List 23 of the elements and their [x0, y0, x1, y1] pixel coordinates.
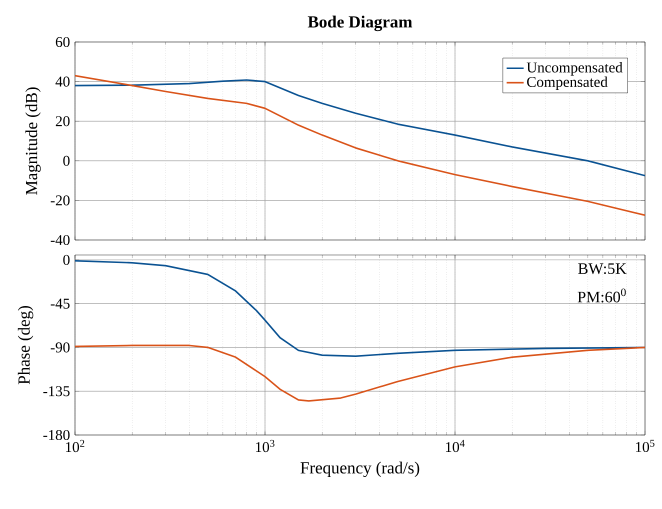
x-tick-label: 10$^{3}$: [256, 440, 274, 452]
annotation: PM:60$^{0}$: [578, 288, 626, 302]
y-tick-label: -45: [50, 298, 70, 309]
x-tick-label: 10$^{4}$: [446, 440, 465, 452]
x-tick-label: 10$^{5}$: [636, 440, 654, 452]
annotation: BW:5K: [578, 263, 627, 274]
y-tick-label: 0: [63, 254, 70, 265]
y-tick-label: -90: [50, 342, 70, 352]
x-tick-label: 10$^{2}$: [66, 440, 84, 452]
legend-label: Uncompensated: [526, 62, 623, 76]
y-axis-title: Phase (deg): [18, 306, 34, 384]
y-tick-label: 40: [56, 76, 70, 87]
y-tick-label: -135: [43, 386, 70, 396]
y-tick-label: -40: [50, 234, 70, 246]
y-tick-label: 20: [56, 116, 70, 126]
y-tick-label: -20: [50, 195, 70, 206]
y-tick-label: 0: [63, 156, 70, 166]
legend-label: Compensated: [527, 76, 608, 90]
x-axis-title: Frequency (rad/s): [300, 462, 420, 478]
y-axis-title: Magnitude (dB): [25, 87, 41, 195]
chart-title: Bode Diagram: [308, 16, 412, 32]
y-tick-label: 60: [56, 36, 70, 48]
y-tick-label: -180: [43, 430, 70, 440]
